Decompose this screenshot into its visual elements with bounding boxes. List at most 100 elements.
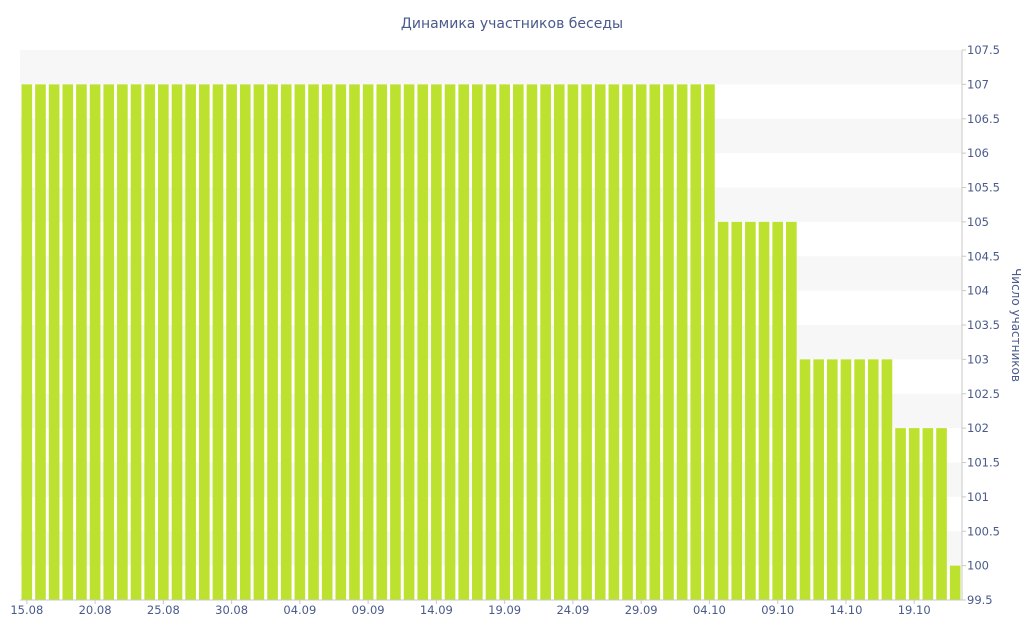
y-tick-label: 100 [967,559,989,573]
bar [171,84,183,600]
bar [895,428,906,600]
bar [922,428,934,600]
x-tick-label: 20.08 [79,603,112,617]
y-tick-label: 102 [967,421,989,435]
x-tick-label: 24.09 [556,603,589,617]
bar [335,84,347,600]
bar [799,359,811,600]
bar [35,84,46,600]
bar [117,84,128,600]
y-tick-label: 105 [967,215,989,229]
bar [417,84,429,600]
bar [185,84,196,600]
bar [472,84,483,600]
grid-band [20,50,962,85]
bar [267,84,278,600]
bar [731,221,743,600]
bar [936,428,947,600]
bar [362,84,374,600]
bar [758,221,770,600]
bar [48,84,60,600]
bar [704,84,715,600]
bar [253,84,265,600]
y-tick-label: 106.5 [967,112,1000,126]
bar [676,84,688,600]
bars [21,84,961,600]
bar [280,84,292,600]
x-tick-label: 29.09 [625,603,658,617]
bar [663,84,674,600]
bar [622,84,633,600]
bar [321,84,333,600]
x-tick-label: 25.08 [147,603,180,617]
bar [130,84,142,600]
bar [635,84,647,600]
x-tick-label: 09.09 [352,603,385,617]
bar [403,84,415,600]
bar [212,84,224,600]
bar [772,221,784,600]
y-axis: 99.5 100 100.5 101 101.5 102 102.5 103 103.5 104 1… [961,43,1000,607]
bar [390,84,401,600]
bar [76,84,87,600]
bar [349,84,360,600]
x-tick-label: 15.08 [10,603,43,617]
bar [485,84,497,600]
bar [226,84,237,600]
bar [444,84,456,600]
bar [867,359,879,600]
bar [499,84,510,600]
y-tick-label: 100.5 [967,524,1000,538]
bar [431,84,442,600]
bar [308,84,319,600]
bar [745,221,756,600]
bar [594,84,606,600]
x-tick-label: 19.10 [898,603,931,617]
bar [649,84,661,600]
bar [908,428,920,600]
y-tick-label: 107.5 [967,43,1000,57]
bar [786,221,797,600]
y-tick-label: 104 [967,284,989,298]
y-tick-label: 101.5 [967,456,1000,470]
bar [239,84,251,600]
bar [158,84,169,600]
bar [690,84,702,600]
bar [553,84,565,600]
y-tick-label: 107 [967,77,989,91]
bar [949,565,961,600]
bar [458,84,470,600]
bar [376,84,388,600]
y-tick-label: 103 [967,352,989,366]
bar [512,84,524,600]
x-tick-label: 19.09 [488,603,521,617]
chart-title: Динамика участников беседы [401,16,623,32]
x-tick-label: 04.10 [693,603,726,617]
y-tick-label: 99.5 [967,593,993,607]
bar [881,359,893,600]
x-tick-label: 30.08 [215,603,248,617]
bar [103,84,115,600]
x-tick-label: 09.10 [761,603,794,617]
bar [567,84,579,600]
bar [826,359,838,600]
y-tick-label: 106 [967,146,989,160]
bar [526,84,538,600]
bar [581,84,592,600]
x-axis: 15.08 20.08 25.08 30.08 04.09 09.09 14.09 19.09… [10,599,962,617]
y-axis-label: Число участников [1009,268,1023,382]
y-tick-label: 103.5 [967,318,1000,332]
x-tick-label: 14.10 [829,603,862,617]
bar [540,84,551,600]
x-tick-label: 14.09 [420,603,453,617]
bar [608,84,620,600]
bar [62,84,74,600]
x-tick-label: 04.09 [283,603,316,617]
y-tick-label: 104.5 [967,249,1000,263]
y-tick-label: 102.5 [967,387,1000,401]
bar [854,359,865,600]
bar [89,84,101,600]
bar [294,84,306,600]
bar [198,84,210,600]
